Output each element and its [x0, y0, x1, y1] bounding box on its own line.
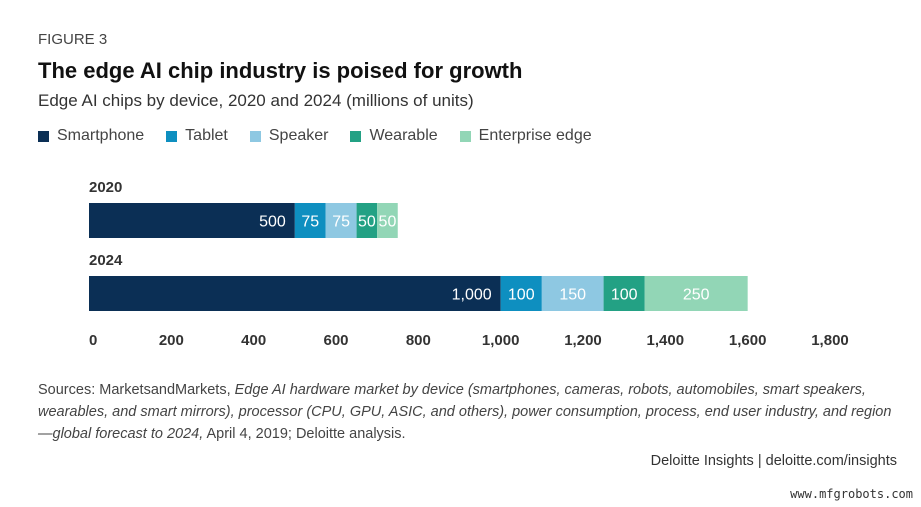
credit: Deloitte Insights | deloitte.com/insight…	[650, 453, 897, 469]
data-label: 100	[508, 287, 535, 304]
bar-2024-enterprise-edge	[644, 276, 748, 311]
bar-2020-wearable	[356, 203, 378, 238]
legend-label: Smartphone	[57, 127, 145, 144]
source-suffix: April 4, 2019; Deloitte analysis.	[203, 426, 406, 442]
x-tick-label: 1,200	[564, 332, 602, 349]
data-label: 500	[259, 214, 286, 231]
x-tick-label: 200	[159, 332, 184, 349]
legend-label: Enterprise edge	[478, 127, 592, 144]
x-tick-label: 1,800	[811, 332, 849, 349]
bar-2024-smartphone	[89, 276, 501, 311]
x-tick-label: 1,400	[647, 332, 685, 349]
legend-item-tablet: Tablet	[166, 127, 228, 145]
bar-2024-speaker	[541, 276, 604, 311]
data-label: 50	[379, 214, 397, 231]
bar-2020-speaker	[325, 203, 357, 238]
legend-item-speaker: Speaker	[249, 127, 329, 145]
source-prefix: Sources: MarketsandMarkets,	[38, 382, 235, 398]
category-label-2024: 2024	[89, 252, 123, 269]
watermark: www.mfgrobots.com	[790, 487, 913, 501]
x-tick-label: 400	[241, 332, 266, 349]
bar-2020-enterprise-edge	[377, 203, 398, 238]
bar-2024-tablet	[500, 276, 542, 311]
bar-2020-smartphone	[89, 203, 295, 238]
x-tick-label: 600	[323, 332, 348, 349]
legend-label: Wearable	[369, 127, 438, 144]
legend-swatch	[166, 130, 178, 142]
legend-label: Tablet	[185, 127, 228, 144]
chart-title: The edge AI chip industry is poised for …	[38, 58, 523, 83]
legend-item-wearable: Wearable	[350, 127, 438, 145]
data-label: 1,000	[452, 287, 492, 304]
data-label: 250	[683, 287, 710, 304]
x-tick-label: 1,600	[729, 332, 767, 349]
data-label: 75	[332, 214, 350, 231]
legend-item-enterprise-edge: Enterprise edge	[459, 127, 592, 145]
data-label: 50	[358, 214, 376, 231]
legend-label: Speaker	[268, 127, 329, 144]
legend: Smartphone Tablet Speaker Wearable Enterpris…	[38, 127, 592, 145]
figure-label: FIGURE 3	[38, 31, 108, 48]
x-tick-label: 1,000	[482, 332, 520, 349]
legend-swatch	[350, 130, 362, 142]
legend-swatch	[38, 130, 49, 142]
category-label-2020: 2020	[89, 179, 122, 196]
x-tick-label: 0	[89, 332, 97, 349]
data-label: 150	[559, 287, 586, 304]
data-label: 75	[301, 214, 319, 231]
bar-2020-tablet	[294, 203, 326, 238]
x-tick-label: 800	[406, 332, 431, 349]
chart-subtitle: Edge AI chips by device, 2020 and 2024 (…	[38, 91, 474, 110]
data-label: 100	[611, 287, 638, 304]
legend-swatch	[459, 130, 471, 142]
source-title: Edge AI hardware market by device (smart…	[38, 382, 892, 442]
bar-2024-wearable	[603, 276, 645, 311]
legend-swatch	[249, 130, 261, 142]
legend-item-smartphone: Smartphone	[38, 127, 144, 145]
source-note: Sources: MarketsandMarkets, Edge AI hard…	[38, 379, 898, 445]
